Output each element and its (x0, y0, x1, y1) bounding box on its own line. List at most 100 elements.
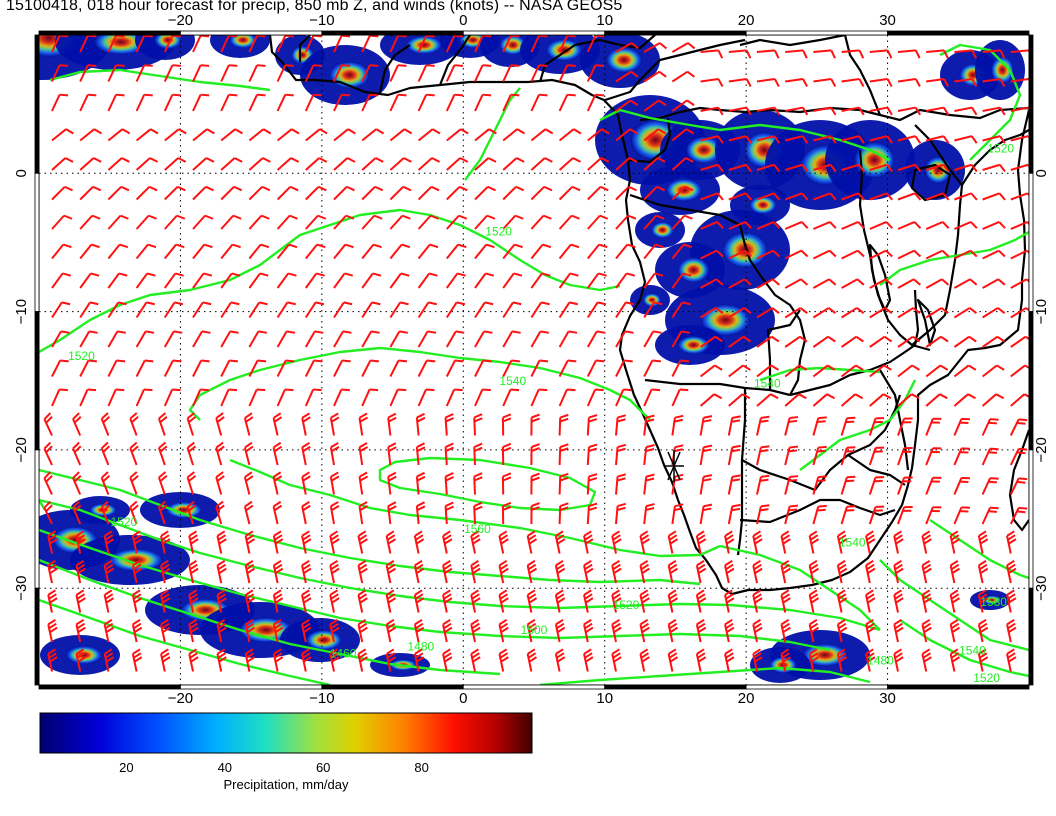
wind-barb (498, 559, 509, 584)
axis-tick-bars (34, 30, 1034, 690)
wind-barb (615, 443, 627, 466)
wind-barb (470, 530, 481, 554)
wind-barb (72, 500, 82, 525)
wind-barb (272, 441, 283, 466)
wind-barb (389, 301, 409, 319)
wind-barb (276, 185, 299, 201)
wind-barb (192, 214, 214, 230)
wind-barb (216, 530, 227, 554)
wind-barb (813, 163, 837, 173)
precip-core (229, 35, 257, 49)
precip-core (854, 142, 895, 178)
wind-barb (695, 589, 707, 613)
wind-barb (135, 128, 159, 142)
wind-barb (813, 221, 837, 230)
wind-barb (43, 441, 53, 466)
wind-barb (502, 64, 520, 82)
wind-barb (1006, 618, 1017, 643)
wind-barb (700, 49, 724, 59)
contour-label: 1480 (867, 653, 894, 667)
wind-barb (921, 648, 932, 672)
wind-barb (784, 249, 809, 260)
wind-barb (160, 618, 171, 643)
wind-barb (276, 93, 294, 112)
wind-barb (869, 393, 892, 407)
wind-barb (135, 185, 158, 201)
wind-barb (926, 106, 950, 116)
wind-barb (784, 364, 808, 378)
wind-barb (953, 364, 977, 378)
wind-barb (157, 471, 168, 495)
wind-barb (276, 359, 295, 377)
wind-barb (784, 393, 807, 407)
wind-barb (667, 618, 679, 643)
wind-barb (272, 559, 284, 584)
border-west-africa-2 (378, 44, 411, 94)
wind-barb (502, 185, 525, 201)
wind-barb (615, 157, 638, 171)
wind-barb (244, 559, 256, 584)
wind-barb (385, 589, 397, 613)
wind-barb (643, 444, 655, 466)
wind-barb (812, 445, 827, 466)
wind-barb (1010, 307, 1029, 319)
wind-barb (389, 128, 413, 142)
contour-label: 1540 (959, 644, 986, 658)
wind-barb (586, 359, 605, 377)
wind-barb (192, 35, 210, 53)
border-mozambique (879, 369, 910, 471)
wind-barb (785, 106, 809, 116)
wind-barb (216, 648, 227, 672)
wind-barb (868, 505, 885, 525)
wind-barb (639, 618, 650, 643)
wind-barb (43, 412, 53, 436)
wind-barb (643, 185, 666, 201)
wind-barb (869, 364, 892, 378)
wind-barb (587, 214, 609, 230)
wind-barb (103, 559, 115, 584)
wind-barb (43, 500, 53, 525)
wind-barb (897, 417, 913, 436)
wind-barb (444, 501, 455, 525)
wind-barb (530, 93, 548, 112)
wind-barb (220, 64, 238, 82)
wind-barb (502, 301, 522, 319)
wind-barb (215, 412, 225, 436)
axis-bar-top (604, 30, 747, 36)
wind-barb (160, 559, 171, 584)
wind-barb (728, 393, 751, 407)
wind-barb (333, 64, 351, 82)
wind-barb (587, 243, 608, 260)
wind-barb (1010, 393, 1029, 407)
wind-barb (160, 648, 171, 672)
wind-barb (473, 442, 483, 466)
wind-barb (103, 589, 115, 613)
wind-barb (163, 359, 182, 377)
contour-1440 (39, 598, 331, 685)
wind-barb (79, 35, 97, 53)
axis-bar-left (34, 34, 40, 174)
wind-barb (417, 301, 437, 319)
wind-barb (977, 559, 989, 584)
wind-barb (361, 243, 382, 260)
wind-barb (526, 589, 538, 613)
wind-barb (107, 64, 125, 82)
wind-barb (387, 412, 397, 436)
wind-barb (977, 589, 989, 613)
wind-barb (530, 301, 550, 319)
wind-barb (389, 214, 411, 230)
contour-label: 1540 (839, 536, 866, 550)
wind-barb (385, 559, 397, 584)
wind-barb (445, 388, 463, 407)
lon-tick-label-bottom: −20 (168, 690, 193, 707)
wind-barb (954, 135, 978, 144)
axis-bar-bottom (321, 684, 464, 690)
wind-barb (558, 93, 576, 112)
wind-barb (977, 648, 989, 672)
wind-barb (780, 648, 791, 672)
wind-barb (361, 185, 384, 201)
wind-barb (982, 249, 1006, 260)
wind-barb (841, 135, 865, 144)
wind-barb (897, 506, 913, 525)
wind-barb (583, 559, 594, 584)
